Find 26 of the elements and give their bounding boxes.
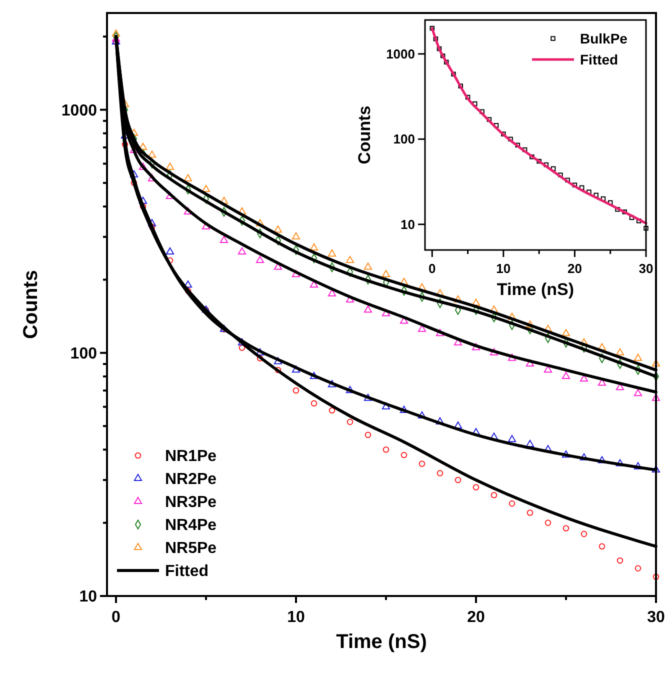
y-tick-label: 100 [70,345,98,362]
y-axis-title: Counts [20,270,42,339]
legend-label: NR2Pe [165,471,217,488]
x-axis-title: Time (nS) [336,631,427,653]
legend-label: Fitted [580,51,618,68]
x-axis-title: Time (nS) [496,280,574,299]
y-tick-label: 1000 [61,102,98,120]
y-tick-label: 10 [79,588,98,606]
x-tick-label: 10 [496,261,511,276]
x-tick-label: 20 [567,261,582,276]
x-tick-label: 0 [112,609,121,626]
y-tick-label: 10 [400,216,415,232]
x-tick-label: 0 [428,261,436,276]
legend-label: BulkPe [580,30,628,46]
x-tick-label: 10 [287,609,305,626]
y-tick-label: 100 [393,132,415,147]
legend-label: Fitted [165,563,209,580]
y-axis-title: Counts [355,106,374,164]
legend-label: NR5Pe [165,540,217,558]
x-tick-label: 30 [638,261,654,276]
legend-label: NR1Pe [165,448,217,466]
x-tick-label: 30 [647,609,665,626]
legend-label: NR4Pe [165,517,217,534]
x-tick-label: 20 [467,609,485,626]
y-tick-label: 1000 [386,46,415,62]
legend-label: NR3Pe [165,494,217,512]
